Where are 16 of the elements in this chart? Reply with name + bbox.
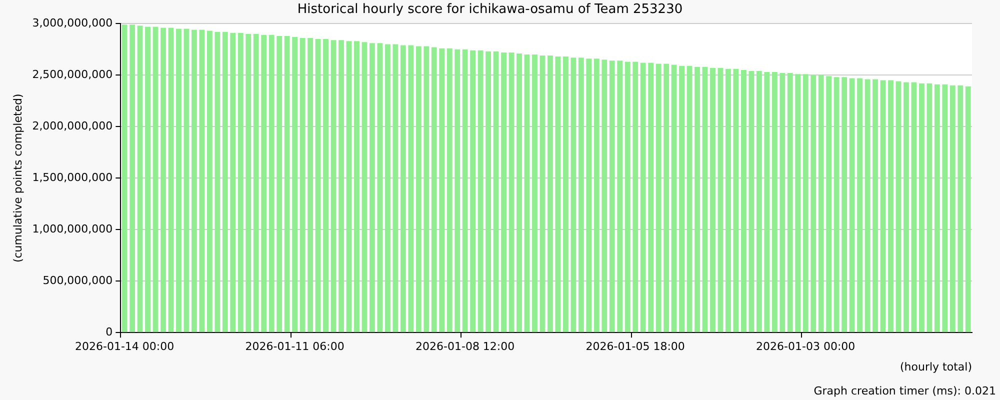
y-tick-label: 2,500,000,000 bbox=[32, 68, 113, 81]
text: Graph creation timer (ms): 0.021 bbox=[814, 384, 996, 398]
x-axis-title: (hourly total) bbox=[900, 360, 972, 374]
x-tick-label: 2026-01-03 00:00 bbox=[756, 340, 856, 354]
y-tick-label: 1,500,000,000 bbox=[32, 170, 113, 184]
y-tick-label: 1,000,000,000 bbox=[32, 222, 113, 236]
y-axis-title: (cumulative points completed) bbox=[11, 94, 24, 263]
x-tick-label: 2026-01-08 12:00 bbox=[416, 340, 515, 354]
y-tick-label: 500,000,000 bbox=[42, 274, 113, 287]
y-tick-label: 3,000,000,000 bbox=[32, 16, 113, 30]
x-tick-label: 2026-01-05 18:00 bbox=[586, 340, 685, 354]
y-tick-label: 2,000,000,000 bbox=[32, 119, 113, 132]
x-tick-label: 2026-01-11 06:00 bbox=[245, 340, 344, 354]
y-tick-label: 0 bbox=[106, 325, 113, 338]
chart-title: Historical hourly score for ichikawa-osamu of Team 253230 bbox=[297, 2, 683, 18]
x-tick-label: 2026-01-14 00:00 bbox=[74, 340, 174, 354]
